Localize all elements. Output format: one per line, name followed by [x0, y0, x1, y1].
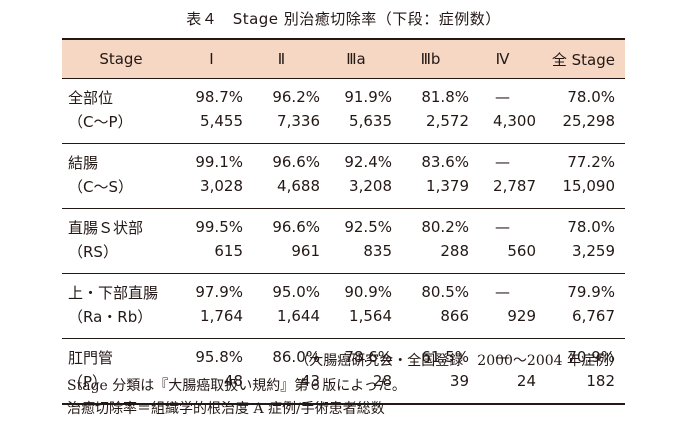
table-row: 結腸 99.1% 96.6% 92.4% 83.6% — 77.2% （C〜S）…	[62, 150, 625, 209]
rate-line: 結腸 99.1% 96.6% 92.4% 83.6% — 77.2%	[62, 150, 625, 174]
rate-cell: 86.0%	[272, 348, 320, 366]
count-cell: 3,028	[200, 177, 243, 195]
rate-cell: 80.5%	[421, 283, 469, 301]
count-cell: 288	[440, 242, 469, 260]
rate-cell: 78.0%	[567, 218, 615, 236]
rate-line: 直腸Ｓ状部 99.5% 96.6% 92.5% 80.2% — 78.0%	[62, 215, 625, 239]
count-cell: 3,208	[349, 177, 392, 195]
site-label: 肛門管	[68, 348, 114, 367]
count-cell: 2,787	[493, 177, 536, 195]
rate-cell: 96.6%	[272, 153, 320, 171]
count-cell: 1,764	[200, 307, 243, 325]
site-code: （C〜S）	[68, 177, 133, 196]
count-line: （C〜S） 3,028 4,688 3,208 1,379 2,787 15,0…	[62, 174, 625, 198]
count-line: （C〜P） 5,455 7,336 5,635 2,572 4,300 25,2…	[62, 109, 625, 133]
count-cell: 5,635	[349, 112, 392, 130]
table-caption: 表４ Stage 別治癒切除率（下段：症例数）	[186, 10, 501, 28]
header-stage-1: Ⅰ	[209, 50, 214, 68]
count-cell: 48	[223, 372, 243, 390]
rate-cell: 79.9%	[567, 283, 615, 301]
count-cell: 24	[516, 372, 536, 390]
rate-cell: 91.9%	[344, 88, 392, 106]
table-row: 直腸Ｓ状部 99.5% 96.6% 92.5% 80.2% — 78.0% （R…	[62, 215, 625, 274]
site-code: （Ra・Rb）	[68, 307, 153, 326]
count-cell: 28	[372, 372, 392, 390]
rate-cell: 99.1%	[195, 153, 243, 171]
count-line: （RS） 615 961 835 288 560 3,259	[62, 239, 625, 263]
count-cell: 5,455	[200, 112, 243, 130]
header-stage-4: Ⅳ	[495, 50, 510, 68]
count-cell: 182	[586, 372, 615, 390]
rate-cell: —	[495, 88, 510, 106]
site-code: （C〜P）	[68, 112, 133, 131]
count-cell: 1,644	[277, 307, 320, 325]
site-label: 結腸	[68, 153, 99, 172]
rate-cell: 81.8%	[421, 88, 469, 106]
table-header-row: Stage Ⅰ Ⅱ Ⅲa Ⅲb Ⅳ 全 Stage	[62, 40, 625, 79]
count-cell: 866	[440, 307, 469, 325]
rate-cell: 90.9%	[344, 283, 392, 301]
rate-cell: 92.4%	[344, 153, 392, 171]
site-label: 上・下部直腸	[68, 283, 159, 302]
rate-cell: 98.7%	[195, 88, 243, 106]
rate-cell: —	[495, 283, 510, 301]
count-cell: 39	[449, 372, 469, 390]
count-line: （Ra・Rb） 1,764 1,644 1,564 866 929 6,767	[62, 304, 625, 328]
footnote-resection-rate-definition: 治癒切除率＝組織学的根治度 A 症例/手術患者総数	[67, 401, 385, 417]
rate-cell: 78.6%	[344, 348, 392, 366]
table-row: 肛門管 95.8% 86.0% 78.6% 61.5% — 70.9% （P） …	[62, 345, 625, 403]
count-cell: 961	[291, 242, 320, 260]
rate-cell: —	[495, 218, 510, 236]
count-line: （P） 48 43 28 39 24 182	[62, 369, 625, 393]
rate-line: 肛門管 95.8% 86.0% 78.6% 61.5% — 70.9%	[62, 345, 625, 369]
rate-cell: 61.5%	[421, 348, 469, 366]
rate-cell: 92.5%	[344, 218, 392, 236]
curative-resection-table: Stage Ⅰ Ⅱ Ⅲa Ⅲb Ⅳ 全 Stage 全部位 98.7% 96.2…	[62, 38, 625, 405]
count-cell: 615	[214, 242, 243, 260]
header-all-stage: 全 Stage	[551, 50, 615, 69]
count-cell: 7,336	[277, 112, 320, 130]
rate-cell: 70.9%	[567, 348, 615, 366]
rate-cell: 96.6%	[272, 218, 320, 236]
rate-cell: 95.8%	[195, 348, 243, 366]
rate-cell: 95.0%	[272, 283, 320, 301]
rate-cell: —	[495, 153, 510, 171]
rate-cell: 77.2%	[567, 153, 615, 171]
footnote-stage-classification: Stage 分類は『大腸癌取扱い規約』第６版によった。	[67, 378, 406, 394]
count-cell: 3,259	[572, 242, 615, 260]
count-cell: 2,572	[426, 112, 469, 130]
header-stage-3a: Ⅲa	[346, 50, 366, 68]
count-cell: 15,090	[562, 177, 616, 195]
source-note: （大腸癌研究会・全国登録 2000〜2004 年症例）	[295, 353, 623, 369]
count-cell: 560	[507, 242, 536, 260]
site-code: （P）	[68, 372, 108, 391]
rate-line: 全部位 98.7% 96.2% 91.9% 81.8% — 78.0%	[62, 85, 625, 109]
count-cell: 4,688	[277, 177, 320, 195]
header-stage-3b: Ⅲb	[420, 50, 441, 68]
header-stage-2: Ⅱ	[277, 50, 286, 68]
rate-cell: 83.6%	[421, 153, 469, 171]
header-stage: Stage	[99, 50, 143, 68]
count-cell: 6,767	[572, 307, 615, 325]
table-row: 全部位 98.7% 96.2% 91.9% 81.8% — 78.0% （C〜P…	[62, 85, 625, 144]
rate-cell: 96.2%	[272, 88, 320, 106]
count-cell: 835	[363, 242, 392, 260]
table-row: 上・下部直腸 97.9% 95.0% 90.9% 80.5% — 79.9% （…	[62, 280, 625, 339]
rate-cell: 99.5%	[195, 218, 243, 236]
site-label: 直腸Ｓ状部	[68, 218, 144, 237]
site-code: （RS）	[68, 242, 118, 261]
count-cell: 4,300	[493, 112, 536, 130]
site-label: 全部位	[68, 88, 114, 107]
count-cell: 25,298	[562, 112, 616, 130]
rate-line: 上・下部直腸 97.9% 95.0% 90.9% 80.5% — 79.9%	[62, 280, 625, 304]
rate-cell: —	[495, 348, 510, 366]
count-cell: 1,564	[349, 307, 392, 325]
rate-cell: 97.9%	[195, 283, 243, 301]
count-cell: 929	[507, 307, 536, 325]
rate-cell: 78.0%	[567, 88, 615, 106]
rate-cell: 80.2%	[421, 218, 469, 236]
count-cell: 43	[300, 372, 320, 390]
count-cell: 1,379	[426, 177, 469, 195]
